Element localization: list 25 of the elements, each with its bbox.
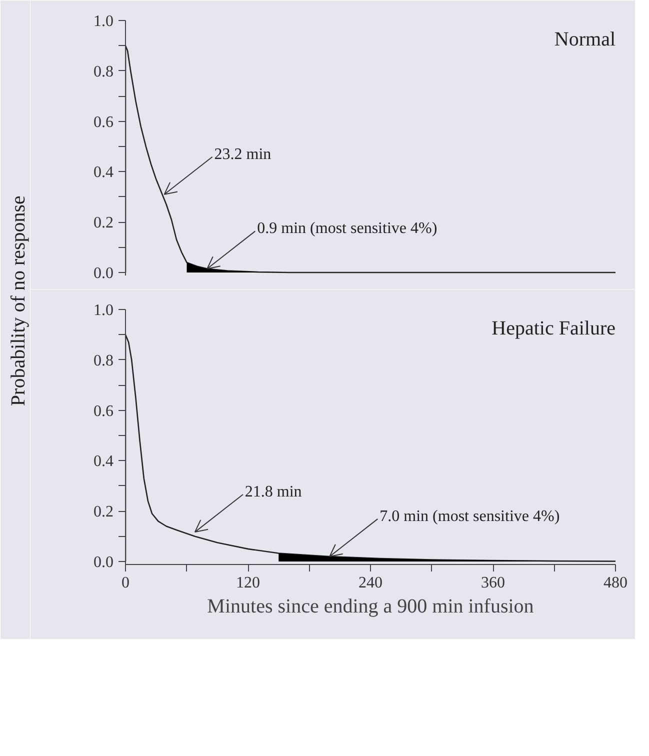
y-tick-label: 1.0 <box>94 13 114 30</box>
x-tick-label: 120 <box>236 574 260 592</box>
y-tick-label: 0.8 <box>94 63 114 80</box>
y-tick-label: 1.0 <box>94 302 114 319</box>
y-tick-label: 0.2 <box>94 504 114 521</box>
y-tick-label: 0.4 <box>94 453 114 470</box>
y-tick-label: 0.2 <box>94 214 114 232</box>
y-tick-label: 0.6 <box>94 114 114 131</box>
x-tick-label: 0 <box>122 574 130 592</box>
y-tick-label: 0.0 <box>94 265 114 282</box>
y-tick-label: 0.4 <box>94 164 114 182</box>
chart-title: Hepatic Failure <box>492 318 616 340</box>
y-tick-label: 0.0 <box>94 554 114 572</box>
x-tick-label: 480 <box>604 574 628 592</box>
annotation: 0.9 min (most sensitive 4%) <box>257 220 438 238</box>
annotation: 7.0 min (most sensitive 4%) <box>380 508 560 525</box>
x-tick-label: 360 <box>481 574 505 592</box>
chart-title: Normal <box>554 28 616 50</box>
x-tick-label: 240 <box>358 574 382 592</box>
y-tick-label: 0.8 <box>94 352 114 370</box>
annotation: 21.8 min <box>244 483 302 500</box>
y-axis-title: Probability of no response <box>8 195 30 406</box>
annotation: 23.2 min <box>214 146 272 163</box>
y-tick-label: 0.6 <box>94 402 114 420</box>
x-axis-title: Minutes since ending a 900 min infusion <box>207 596 534 618</box>
